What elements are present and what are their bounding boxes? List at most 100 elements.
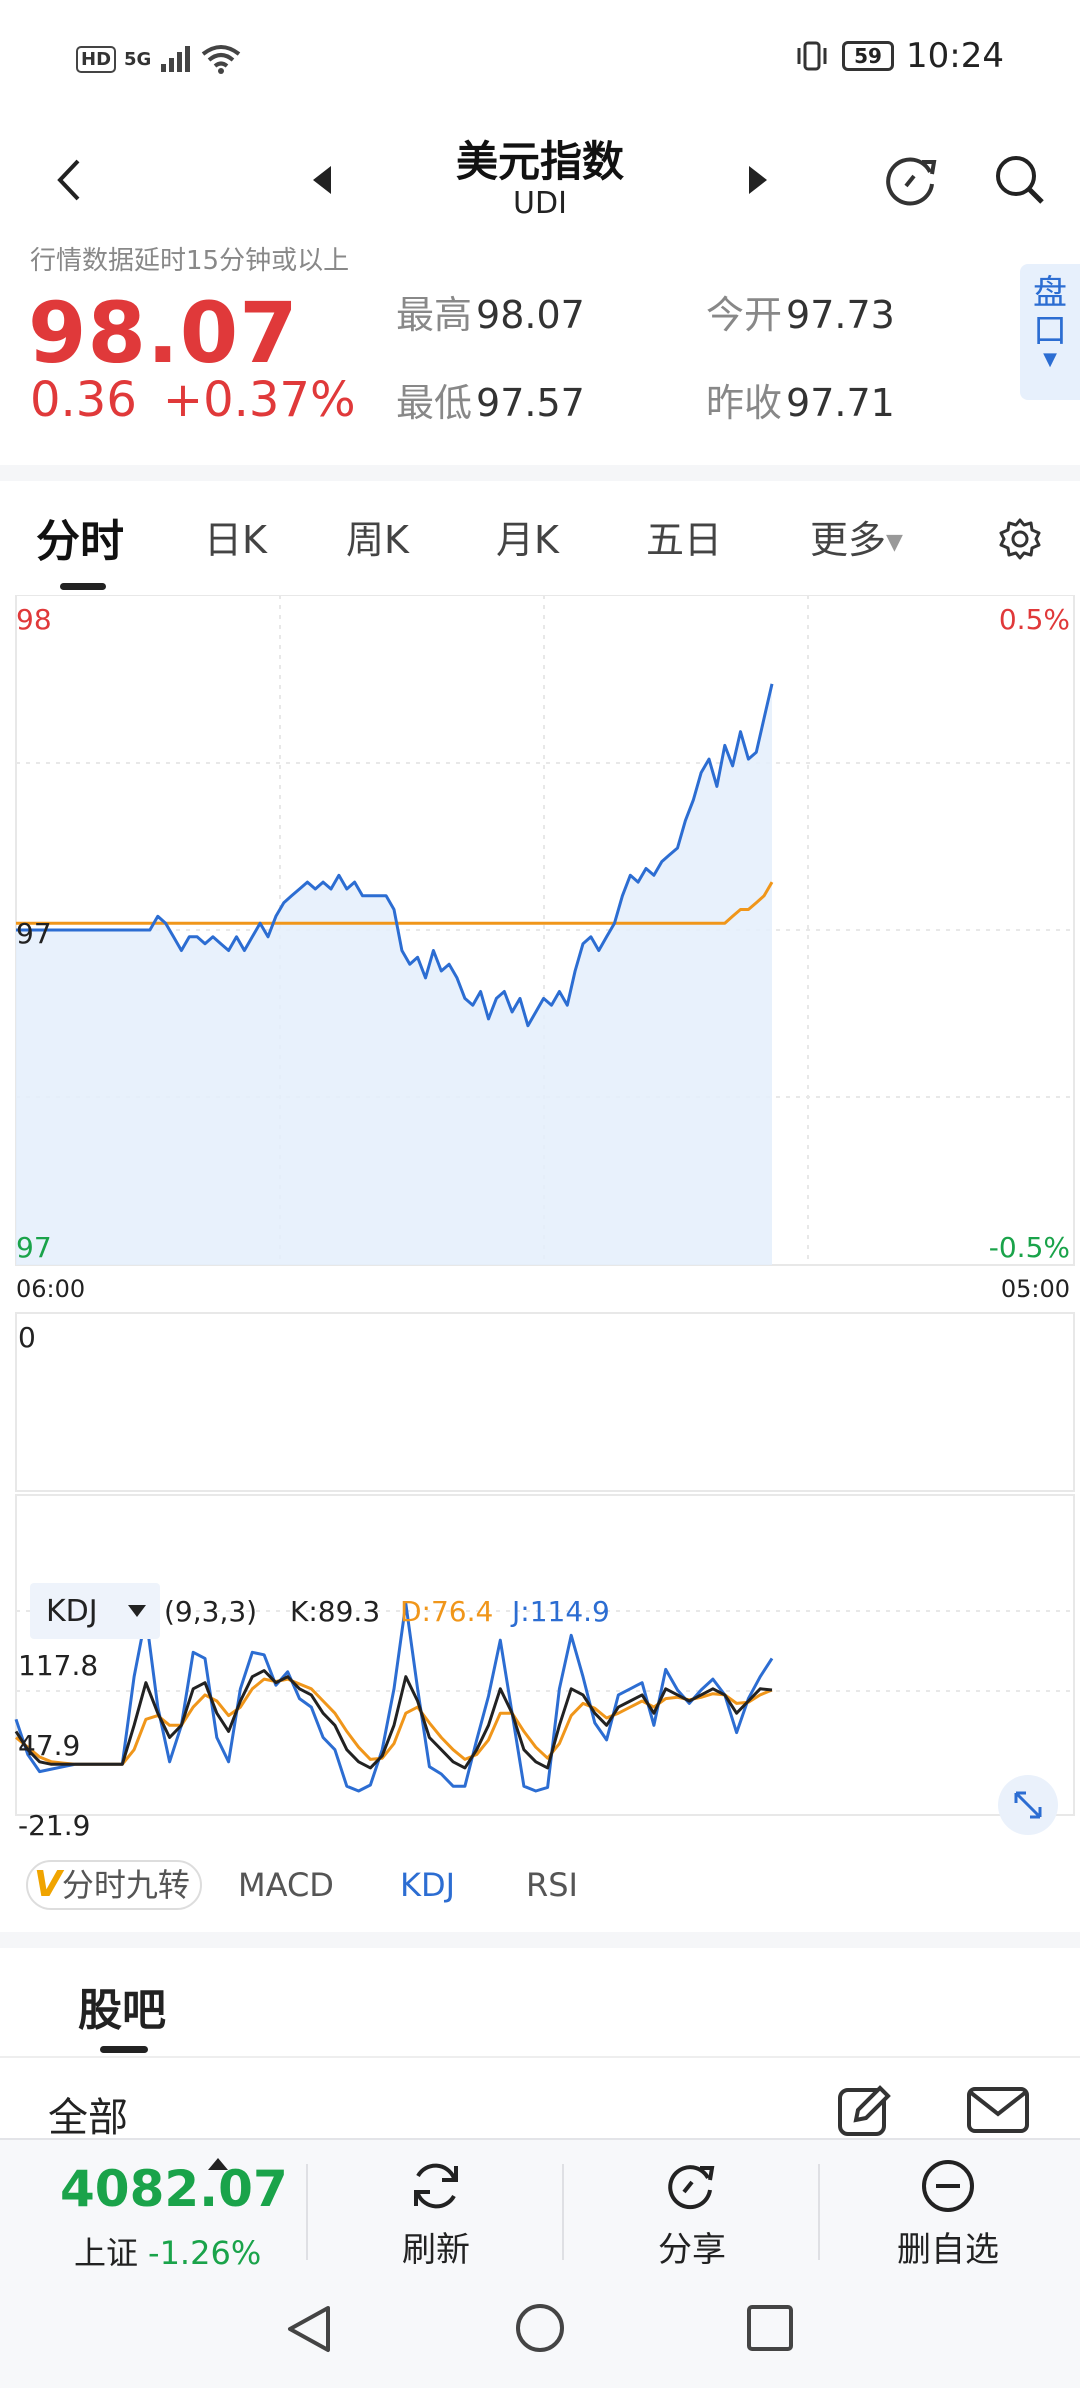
change-percent: +0.37% bbox=[162, 372, 356, 428]
prev-icon bbox=[313, 166, 331, 194]
status-bar: HD 5G 59 10:24 bbox=[0, 0, 1080, 120]
index-value: 4082.07 bbox=[60, 2160, 288, 2218]
search-icon bbox=[996, 156, 1044, 204]
system-nav-bar bbox=[0, 2268, 1080, 2388]
refresh-icon bbox=[886, 157, 937, 206]
delay-note: 行情数据延时15分钟或以上 bbox=[30, 246, 350, 276]
x-start-label: 06:00 bbox=[16, 1275, 85, 1303]
kdj-params: (9,3,3) bbox=[164, 1595, 257, 1628]
kdj-panel-frame bbox=[15, 1494, 1075, 1816]
index-ticker[interactable]: 4082.07 上证 -1.26% bbox=[60, 2158, 288, 2272]
refresh-data-button[interactable]: 刷新 bbox=[356, 2158, 516, 2271]
clock: 10:24 bbox=[906, 36, 1004, 76]
forum-section: 股吧 bbox=[0, 1948, 1080, 2058]
share-icon bbox=[668, 2165, 715, 2210]
share-button[interactable]: 分享 bbox=[612, 2158, 772, 2271]
compose-icon[interactable] bbox=[836, 2082, 892, 2138]
next-stock-button[interactable] bbox=[718, 140, 798, 220]
page-subtitle: UDI bbox=[513, 186, 567, 221]
order-book-toggle[interactable]: 盘口 ▼ bbox=[1020, 264, 1080, 400]
index-percent: -1.26% bbox=[148, 2234, 262, 2272]
last-price: 98.07 bbox=[28, 284, 299, 382]
period-tabs: 分时 日K 周K 月K 五日 更多▼ bbox=[0, 481, 1080, 591]
vibrate-icon bbox=[797, 41, 827, 71]
prev-close-value: 97.71 bbox=[786, 381, 895, 425]
volume-panel-frame bbox=[15, 1312, 1075, 1492]
share-label: 分享 bbox=[658, 2230, 726, 2270]
back-button[interactable] bbox=[30, 140, 110, 220]
tab-daily-k[interactable]: 日K bbox=[204, 518, 267, 562]
minus-circle-icon bbox=[922, 2160, 974, 2212]
kdj-axis-bottom: -21.9 bbox=[18, 1809, 90, 1842]
refresh-label: 刷新 bbox=[402, 2230, 470, 2270]
kdj-axis-top: 117.8 bbox=[18, 1649, 98, 1682]
tab-rsi[interactable]: RSI bbox=[526, 1866, 578, 1904]
divider bbox=[562, 2164, 564, 2260]
nav-home-icon[interactable] bbox=[514, 2302, 566, 2354]
y-bottom-label: 97 bbox=[16, 1231, 52, 1264]
tab-weekly-k[interactable]: 周K bbox=[346, 518, 409, 562]
tab-intraday[interactable]: 分时 bbox=[36, 516, 124, 567]
y-top-label: 98 bbox=[16, 603, 52, 636]
search-button[interactable] bbox=[980, 140, 1060, 220]
nav-recents-icon[interactable] bbox=[744, 2302, 796, 2354]
low-stat: 最低 97.57 bbox=[396, 372, 585, 427]
low-label: 最低 bbox=[396, 381, 473, 425]
bottom-toolbar: 4082.07 上证 -1.26% 刷新 分享 删自选 bbox=[0, 2138, 1080, 2272]
high-label: 最高 bbox=[396, 293, 473, 337]
kdj-j-value: J:114.9 bbox=[510, 1595, 610, 1628]
price-gridlines bbox=[16, 595, 1074, 1265]
divider bbox=[0, 1932, 1080, 1948]
kdj-d-value: D:76.4 bbox=[400, 1595, 493, 1628]
kdj-selector[interactable] bbox=[30, 1583, 160, 1639]
caret-down-icon: ▼ bbox=[886, 530, 903, 555]
forum-title[interactable]: 股吧 bbox=[78, 1985, 166, 2036]
chart-svg: 98 97 97 0.5% -0.5% 06:00 05:00 0 KDJ (9… bbox=[14, 594, 1075, 1842]
tab-macd[interactable]: MACD bbox=[238, 1866, 334, 1904]
high-value: 98.07 bbox=[476, 293, 585, 337]
high-stat: 最高 98.07 bbox=[396, 284, 585, 339]
kdj-axis-mid: 47.9 bbox=[18, 1729, 80, 1762]
tab-more[interactable]: 更多▼ bbox=[810, 509, 903, 564]
refresh-icon bbox=[414, 2163, 458, 2209]
volume-axis-label: 0 bbox=[18, 1321, 36, 1354]
price-line bbox=[16, 683, 774, 1028]
remove-watchlist-button[interactable]: 删自选 bbox=[868, 2158, 1028, 2271]
indicator-tabs: V分时九转 MACD KDJ RSI bbox=[0, 1850, 1080, 1930]
divider bbox=[0, 2056, 1080, 2058]
nine-turn-button[interactable]: V分时九转 bbox=[26, 1860, 202, 1910]
status-left: HD 5G bbox=[76, 44, 241, 74]
low-value: 97.57 bbox=[476, 381, 585, 425]
quote-panel: 行情数据延时15分钟或以上 98.07 0.36 +0.37% 最高 98.07 今… bbox=[0, 240, 1080, 465]
network-type-label: 5G bbox=[124, 48, 152, 70]
gear-icon[interactable] bbox=[998, 517, 1042, 561]
caret-down-icon: ▼ bbox=[1043, 349, 1057, 370]
tab-monthly-k[interactable]: 月K bbox=[496, 518, 559, 562]
intraday-chart[interactable]: 98 97 97 0.5% -0.5% 06:00 05:00 0 KDJ (9… bbox=[0, 594, 1080, 1855]
average-price-line bbox=[16, 881, 774, 925]
tab-kdj[interactable]: KDJ bbox=[400, 1866, 456, 1904]
y-mid-label: 97 bbox=[16, 917, 52, 950]
index-name-row: 上证 -1.26% bbox=[74, 2228, 261, 2274]
tab-five-day[interactable]: 五日 bbox=[646, 518, 723, 562]
prev-stock-button[interactable] bbox=[282, 140, 362, 220]
price-change: 0.36 +0.37% bbox=[30, 372, 356, 428]
header: 美元指数 UDI bbox=[0, 120, 1080, 240]
tab-more-label: 更多 bbox=[810, 518, 887, 562]
pankou-label: 盘口 bbox=[1033, 273, 1067, 351]
open-stat: 今开 97.73 bbox=[706, 284, 895, 339]
battery-icon: 59 bbox=[842, 41, 895, 71]
remove-label: 删自选 bbox=[897, 2230, 999, 2270]
caret-up-icon bbox=[208, 2158, 228, 2170]
kdj-selector-label: KDJ bbox=[46, 1594, 98, 1629]
filter-all[interactable]: 全部 bbox=[48, 2095, 128, 2141]
divider bbox=[818, 2164, 820, 2260]
mail-icon[interactable] bbox=[966, 2086, 1030, 2134]
nav-back-icon[interactable] bbox=[284, 2302, 334, 2356]
change-value: 0.36 bbox=[30, 372, 137, 428]
refresh-button[interactable] bbox=[872, 140, 952, 220]
pct-top-label: 0.5% bbox=[999, 603, 1070, 636]
open-value: 97.73 bbox=[786, 293, 895, 337]
nine-turn-badge: V bbox=[34, 1864, 62, 1905]
active-tab-indicator bbox=[100, 2046, 148, 2053]
